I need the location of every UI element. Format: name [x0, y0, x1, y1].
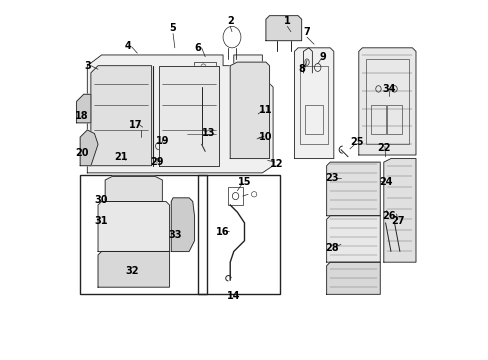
- Text: 33: 33: [168, 230, 181, 240]
- Bar: [80, 175, 206, 294]
- Bar: [299, 66, 328, 144]
- Text: 27: 27: [390, 216, 404, 226]
- Bar: [370, 105, 385, 134]
- Bar: [305, 105, 323, 134]
- Text: 26: 26: [382, 211, 395, 221]
- Polygon shape: [159, 66, 219, 166]
- Text: 11: 11: [259, 105, 272, 115]
- Text: 20: 20: [75, 148, 88, 158]
- Text: 28: 28: [325, 243, 338, 253]
- Polygon shape: [80, 130, 98, 166]
- Text: 29: 29: [150, 157, 163, 167]
- Polygon shape: [77, 94, 91, 123]
- Text: 8: 8: [298, 64, 305, 74]
- Text: 16: 16: [216, 227, 229, 237]
- Text: 19: 19: [155, 136, 169, 146]
- Polygon shape: [91, 66, 151, 166]
- Bar: [194, 62, 216, 76]
- Text: 21: 21: [114, 152, 128, 162]
- Text: 22: 22: [376, 143, 390, 153]
- Polygon shape: [358, 48, 415, 155]
- Polygon shape: [230, 62, 269, 158]
- Text: 2: 2: [226, 16, 233, 26]
- Bar: [112, 221, 137, 235]
- Text: 17: 17: [128, 120, 142, 130]
- Polygon shape: [326, 262, 380, 294]
- Text: 3: 3: [84, 61, 90, 71]
- Polygon shape: [294, 48, 333, 158]
- Polygon shape: [265, 16, 301, 41]
- Text: 15: 15: [237, 177, 251, 187]
- Text: 18: 18: [75, 111, 89, 121]
- Text: 30: 30: [95, 195, 108, 204]
- Bar: [198, 175, 280, 294]
- Bar: [116, 182, 137, 196]
- Text: 1: 1: [284, 16, 290, 26]
- Text: 31: 31: [95, 216, 108, 226]
- Text: 10: 10: [259, 132, 272, 142]
- Bar: [365, 59, 408, 144]
- Text: 24: 24: [378, 177, 391, 187]
- Bar: [386, 105, 401, 134]
- Polygon shape: [326, 162, 380, 216]
- Polygon shape: [105, 176, 162, 202]
- Polygon shape: [326, 216, 380, 262]
- Text: 14: 14: [226, 291, 240, 301]
- Text: 7: 7: [303, 27, 310, 37]
- Text: 5: 5: [169, 23, 176, 33]
- Text: 23: 23: [325, 173, 338, 183]
- Text: 13: 13: [202, 128, 215, 138]
- Bar: [228, 187, 242, 205]
- Text: 25: 25: [349, 138, 363, 148]
- Text: 32: 32: [125, 266, 139, 276]
- Polygon shape: [98, 251, 169, 287]
- Polygon shape: [87, 55, 272, 173]
- Polygon shape: [171, 198, 194, 251]
- Text: 12: 12: [269, 159, 283, 169]
- Text: 34: 34: [382, 84, 395, 94]
- Text: 6: 6: [194, 43, 201, 53]
- Polygon shape: [383, 158, 415, 262]
- Text: 9: 9: [319, 52, 326, 62]
- Bar: [183, 87, 212, 123]
- Polygon shape: [98, 202, 169, 251]
- Text: 4: 4: [125, 41, 131, 51]
